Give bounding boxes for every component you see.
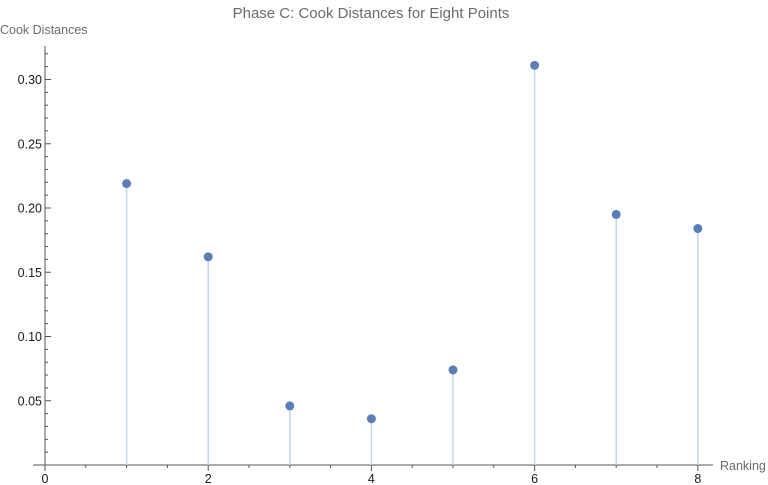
y-axis-label: Cook Distances (0, 23, 88, 37)
x-tick-label: 2 (205, 472, 212, 485)
y-tick-label: 0.30 (18, 73, 42, 87)
axis-ticks: 0 2 4 6 8 0.05 0.10 0.15 0.20 0.25 0.30 (18, 53, 701, 485)
y-tick-label: 0.15 (18, 266, 42, 280)
data-point (285, 401, 295, 411)
x-tick-label: 0 (42, 472, 49, 485)
y-tick-label: 0.25 (18, 137, 42, 151)
chart-title: Phase C: Cook Distances for Eight Points (233, 5, 510, 22)
x-axis-label: Ranking (720, 459, 766, 473)
x-tick-label: 8 (694, 472, 701, 485)
data-point (693, 224, 703, 234)
data-point (203, 252, 213, 262)
data-point (448, 365, 458, 375)
data-point (366, 414, 376, 424)
data-point (611, 209, 621, 219)
y-tick-label: 0.05 (18, 394, 42, 408)
x-tick-label: 4 (368, 472, 375, 485)
data-point (530, 60, 540, 70)
stems (125, 65, 699, 465)
y-tick-label: 0.10 (18, 330, 42, 344)
data-points (122, 60, 703, 424)
x-tick-label: 6 (531, 472, 538, 485)
y-tick-label: 0.20 (18, 202, 42, 216)
data-point (122, 179, 132, 189)
